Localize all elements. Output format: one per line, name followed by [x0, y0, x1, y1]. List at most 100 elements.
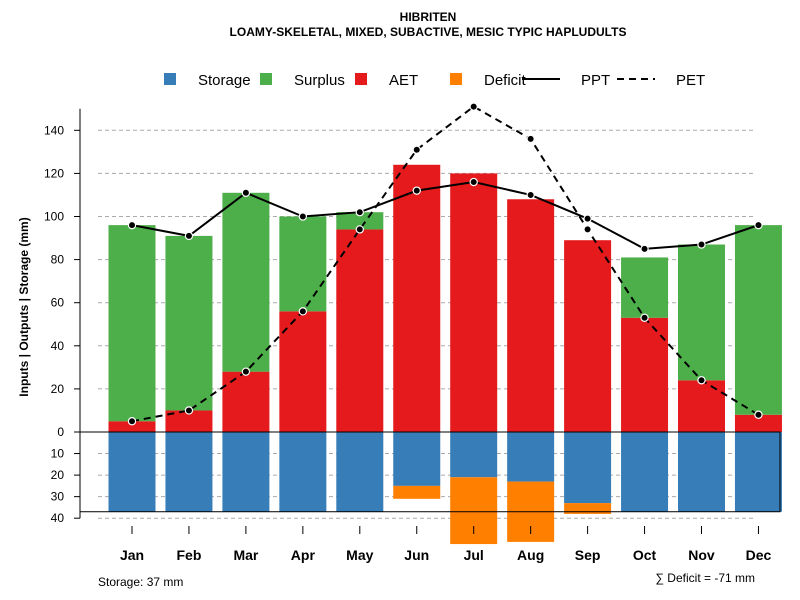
y-tick-label: 100 [44, 210, 64, 224]
pet-point [298, 307, 308, 316]
storage-note: Storage: 37 mm [98, 575, 183, 589]
pet-point [526, 134, 535, 144]
surplus-bar [108, 225, 156, 422]
x-tick-label: May [346, 547, 373, 563]
aet-bar [621, 317, 669, 432]
ppt-point [640, 244, 649, 254]
surplus-bar [336, 212, 384, 230]
storage-bar [621, 432, 669, 512]
aet-bar [734, 414, 782, 432]
surplus-legend-swatch [260, 73, 272, 85]
aet-bar [222, 371, 270, 432]
y-axis-label: Inputs | Outputs | Storage (mm) [17, 217, 31, 396]
y-tick-label: 20 [51, 382, 65, 396]
aet-bar [108, 421, 156, 432]
deficit-legend-label: Deficit [484, 72, 527, 89]
surplus-bar [222, 192, 270, 372]
surplus-bar [621, 257, 669, 318]
ppt-point [241, 188, 251, 197]
x-tick-label: Dec [746, 547, 772, 563]
storage-bar [222, 432, 270, 512]
bars [108, 164, 782, 545]
chart-title: HIBRITEN [400, 10, 457, 24]
y-tick-label: 80 [51, 253, 65, 267]
pet-point [583, 225, 592, 234]
series-lines [127, 102, 763, 426]
surplus-bar [734, 225, 782, 415]
y-tick-label: 40 [51, 511, 65, 525]
pet-point [184, 406, 194, 415]
deficit-note: ∑ Deficit = -71 mm [655, 571, 755, 585]
y-axis: 0 20 40 60 80 100 120 140 10 20 30 40 [44, 108, 81, 525]
aet-legend-swatch [355, 73, 367, 85]
storage-bar [564, 432, 612, 504]
pet-point [355, 225, 364, 234]
y-tick-label: 0 [57, 425, 64, 439]
aet-bar [450, 173, 498, 432]
pet-point [697, 376, 706, 385]
aet-bar [678, 380, 725, 432]
aet-bar [393, 164, 441, 432]
pet-point [241, 367, 251, 376]
deficit-legend-swatch [450, 73, 462, 85]
pet-point [469, 102, 478, 111]
aet-bar [564, 240, 612, 432]
y-tick-label: 140 [44, 123, 64, 137]
surplus-legend-label: Surplus [294, 72, 345, 89]
x-tick-label: Jul [464, 547, 484, 563]
storage-bar [336, 432, 384, 512]
pet-point [412, 145, 421, 154]
deficit-bar [450, 477, 498, 545]
x-tick-label: Aug [517, 547, 544, 563]
storage-legend-label: Storage [198, 72, 251, 89]
ppt-point [298, 212, 308, 221]
chart-subtitle: LOAMY-SKELETAL, MIXED, SUBACTIVE, MESIC … [230, 25, 627, 39]
ppt-legend-label: PPT [581, 72, 610, 89]
aet-bar [165, 410, 213, 432]
storage-bar [734, 432, 782, 512]
storage-bar [450, 432, 498, 478]
y-tick-label: 60 [51, 296, 65, 310]
aet-bar [507, 199, 555, 432]
pet-point [754, 410, 763, 419]
x-tick-label: Feb [177, 547, 202, 563]
y-tick-label: 20 [51, 468, 65, 482]
ppt-point [355, 207, 364, 217]
legend: Storage Surplus AET Deficit PPT PET [164, 72, 705, 89]
ppt-point [526, 190, 535, 200]
x-tick-label: Oct [633, 547, 657, 563]
x-tick-label: Jun [404, 547, 429, 563]
pet-legend-label: PET [676, 72, 705, 89]
y-tick-label: 120 [44, 166, 64, 180]
storage-bar [393, 432, 441, 486]
deficit-bar [564, 503, 612, 514]
pet-point [127, 417, 137, 426]
storage-bar [678, 432, 725, 512]
y-tick-label: 30 [51, 490, 65, 504]
y-tick-label: 10 [51, 447, 65, 461]
surplus-bar [279, 216, 327, 312]
pet-point [640, 313, 649, 322]
ppt-point [754, 220, 763, 230]
ppt-point [184, 231, 194, 241]
pet-line [131, 105, 759, 423]
ppt-point [412, 186, 421, 195]
surplus-bar [678, 244, 725, 381]
aet-bar [336, 229, 384, 432]
storage-legend-swatch [164, 73, 176, 85]
x-tick-label: Sep [575, 547, 601, 563]
x-tick-label: Mar [233, 547, 258, 563]
x-tick-label: Apr [291, 547, 316, 563]
aet-legend-label: AET [389, 72, 418, 89]
storage-bar [108, 432, 156, 512]
x-tick-label: Nov [688, 547, 715, 563]
surplus-bar [165, 235, 213, 411]
deficit-bar [393, 485, 441, 499]
ppt-point [469, 177, 478, 187]
storage-bar [279, 432, 327, 512]
ppt-line [131, 181, 759, 250]
aet-bar [279, 311, 327, 432]
y-tick-label: 40 [51, 339, 65, 353]
x-tick-label: Jan [120, 547, 144, 563]
